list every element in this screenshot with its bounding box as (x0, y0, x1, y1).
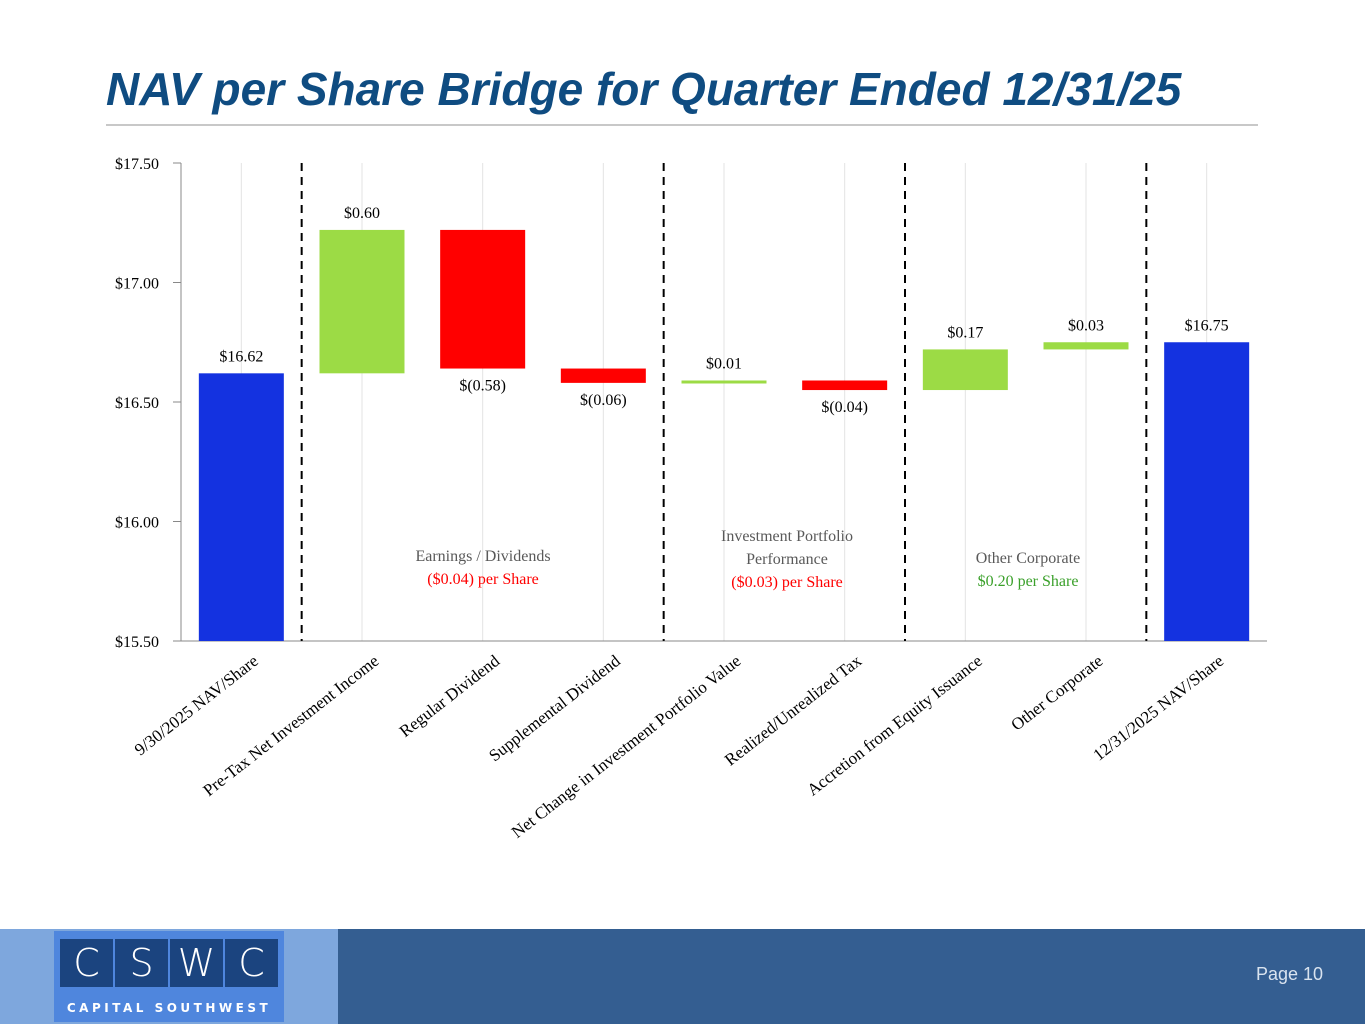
bar (681, 380, 767, 384)
bar (802, 380, 888, 391)
group-label: Other Corporate (976, 550, 1080, 567)
group-label: Earnings / Dividends (415, 548, 550, 565)
page-number: Page 10 (1255, 964, 1323, 984)
category-label: Regular Dividend (396, 651, 504, 741)
bar (1164, 342, 1250, 641)
bar (560, 368, 646, 383)
data-label: $16.62 (219, 348, 263, 365)
waterfall-chart: $15.50 $16.00 $16.50 $17.00 $17.50 $16.62 $0.6… (115, 156, 1267, 842)
footer-right-band (338, 929, 1365, 1024)
category-label: Net Change in Investment Portfolio Value (508, 651, 745, 842)
y-tick-label: $17.00 (115, 276, 159, 293)
group-summary: ($0.04) per Share (427, 571, 539, 588)
logo-letter: C (60, 939, 113, 987)
y-tick-label: $15.50 (115, 634, 159, 651)
logo-letter: C (225, 939, 278, 987)
category-label: 12/31/2025 NAV/Share (1090, 651, 1228, 764)
category-label: Other Corporate (1007, 651, 1106, 734)
page-title: NAV per Share Bridge for Quarter Ended 1… (106, 63, 1182, 115)
category-label: 9/30/2025 NAV/Share (131, 651, 262, 759)
data-label: $(0.06) (580, 392, 627, 409)
logo-subtitle: CAPITAL SOUTHWEST (66, 1001, 272, 1015)
y-tick-label: $16.50 (115, 395, 159, 412)
category-label: Supplemental Dividend (485, 651, 624, 765)
data-label: $(0.58) (459, 378, 506, 395)
data-label: $16.75 (1185, 317, 1229, 334)
logo-letter: S (115, 939, 168, 987)
group-label: Performance (746, 551, 828, 568)
cswc-logo: C S W C CAPITAL SOUTHWEST (54, 931, 284, 1022)
group-summary: ($0.03) per Share (731, 574, 843, 591)
data-label: $0.17 (947, 324, 983, 341)
data-label: $0.03 (1068, 317, 1104, 334)
group-label: Investment Portfolio (721, 528, 853, 545)
bar (440, 229, 526, 369)
data-label: $0.60 (344, 205, 380, 222)
bar (922, 349, 1008, 391)
title-divider (106, 124, 1258, 126)
data-label: $(0.04) (821, 399, 868, 416)
logo-letter: W (170, 939, 223, 987)
bar (198, 373, 284, 641)
y-tick-label: $17.50 (115, 156, 159, 173)
data-label: $0.01 (706, 355, 742, 372)
bar (319, 229, 405, 374)
group-summary: $0.20 per Share (978, 573, 1079, 590)
bar (1043, 342, 1129, 350)
y-tick-label: $16.00 (115, 515, 159, 532)
